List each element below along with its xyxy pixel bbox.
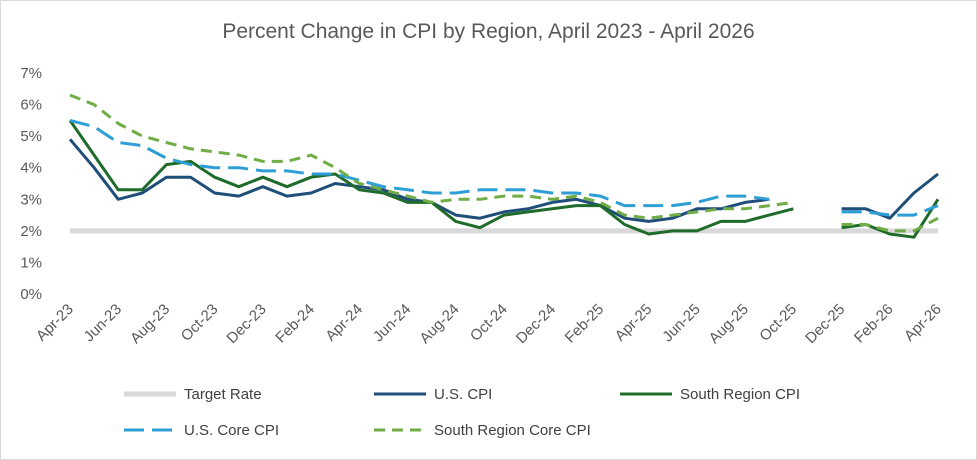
y-tick-label: 4% [20,160,42,177]
legend-swatch [374,392,426,396]
legend-label: Target Rate [184,385,262,403]
legend-label: South Region Core CPI [434,421,591,439]
series-line-u-s-cpi [68,138,939,223]
x-tick-label: Apr-24 [322,301,366,345]
x-tick-label: Jun-24 [370,301,414,345]
y-tick-label: 5% [20,128,42,145]
y-axis: 0% 1% 2% 3% 4% 5% 6% 7% [20,65,42,303]
y-tick-label: 6% [20,97,42,114]
x-tick-label: Jun-25 [659,301,703,345]
x-tick-label: Oct-23 [178,301,222,345]
x-tick-label: Dec-25 [802,301,848,347]
x-axis: Apr-23 Jun-23 Aug-23 Oct-23 Dec-23 Feb-24 Apr-… [33,301,945,347]
x-tick-label: Dec-23 [224,301,270,347]
y-tick-label: 1% [20,254,42,271]
legend-label: South Region CPI [680,385,801,403]
series-line-south-region-core-cpi [69,93,939,233]
x-tick-label: Jun-23 [81,301,125,345]
x-tick-label: Feb-25 [562,301,608,347]
y-tick-label: 0% [20,286,42,303]
series-line-u-s-core-cpi [69,118,939,217]
series-line-south-region-cpi [68,119,940,239]
legend-item: U.S. CPI [372,382,492,406]
y-tick-label: 7% [20,65,42,82]
chart-title: Percent Change in CPI by Region, April 2… [222,20,755,43]
x-tick-label: Aug-25 [706,301,752,347]
x-tick-label: Feb-24 [272,301,318,347]
series-layer [68,93,940,239]
y-tick-label: 2% [20,223,42,240]
legend-swatch [124,428,176,432]
legend-item: South Region Core CPI [372,418,591,442]
legend-item: Target Rate [122,382,262,406]
y-tick-label: 3% [20,191,42,208]
x-tick-label: Feb-26 [851,301,897,347]
plot-area: 0%1%2%3%4%5%6%7% Apr-23 Jun-23 Aug-23 Oct-2… [20,65,945,347]
x-tick-label: Oct-24 [467,301,511,345]
x-tick-label: Aug-23 [127,301,173,347]
x-tick-label: Apr-25 [612,301,656,345]
x-tick-label: Apr-23 [33,301,77,345]
legend-label: U.S. Core CPI [184,421,280,439]
x-tick-label: Apr-26 [901,301,945,345]
legend-item: U.S. Core CPI [122,418,279,442]
x-tick-label: Oct-25 [756,301,800,345]
legend: Target Rate U.S. CPI South Region CPI U.S. … [122,382,842,446]
legend-swatch [374,428,426,432]
legend-swatch [124,391,176,397]
legend-label: U.S. CPI [434,385,493,403]
legend-item: South Region CPI [618,382,800,406]
legend-swatch [620,392,672,396]
x-tick-label: Dec-24 [513,301,559,347]
x-tick-label: Aug-24 [416,301,462,347]
